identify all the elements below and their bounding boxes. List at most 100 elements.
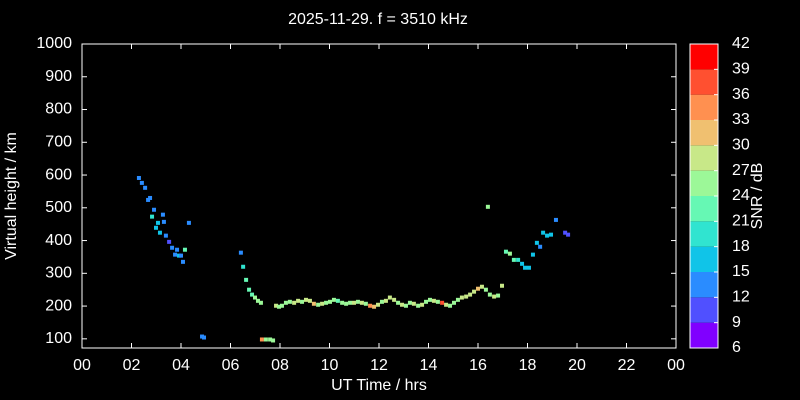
data-point xyxy=(279,303,284,308)
data-point xyxy=(503,249,508,254)
data-point xyxy=(340,300,345,305)
data-point xyxy=(152,207,157,212)
data-point xyxy=(440,300,445,305)
x-tick-label: 02 xyxy=(123,357,141,374)
colorbar-band xyxy=(690,170,718,196)
data-point xyxy=(416,303,421,308)
data-point xyxy=(545,233,550,238)
data-point xyxy=(520,261,525,266)
colorbar-band xyxy=(690,246,718,272)
colorbar-tick-label: 42 xyxy=(732,35,750,52)
data-point xyxy=(459,295,464,300)
chart-title: 2025-11-29. f = 3510 kHz xyxy=(288,11,468,28)
data-point xyxy=(186,220,191,225)
data-point xyxy=(167,239,172,244)
data-point xyxy=(348,300,353,305)
data-point xyxy=(507,251,512,256)
data-point xyxy=(331,297,336,302)
data-point xyxy=(154,225,159,230)
data-point xyxy=(487,292,492,297)
colorbar-tick-label: 27 xyxy=(732,162,750,179)
data-point xyxy=(180,259,185,264)
data-point xyxy=(530,252,535,257)
data-point xyxy=(307,298,312,303)
data-point xyxy=(247,287,252,292)
data-point xyxy=(383,298,388,303)
x-tick-label: 18 xyxy=(519,357,537,374)
colorbar-label: SNR / dB xyxy=(749,163,766,230)
data-point xyxy=(435,299,440,304)
data-point xyxy=(173,252,178,257)
data-point xyxy=(160,212,165,217)
data-point xyxy=(468,292,473,297)
x-tick-label: 12 xyxy=(370,357,388,374)
data-point xyxy=(139,180,144,185)
x-tick-label: 22 xyxy=(618,357,636,374)
data-point xyxy=(263,337,268,342)
data-point xyxy=(352,300,357,305)
data-point xyxy=(287,299,292,304)
data-point xyxy=(500,283,505,288)
data-point xyxy=(148,195,153,200)
y-tick-label: 200 xyxy=(45,297,72,314)
data-point xyxy=(400,302,405,307)
data-point xyxy=(238,250,243,255)
data-point xyxy=(155,220,160,225)
colorbar-band xyxy=(690,94,718,120)
data-point xyxy=(549,232,554,237)
data-point xyxy=(363,301,368,306)
x-tick-label: 00 xyxy=(73,357,91,374)
data-point xyxy=(355,299,360,304)
colorbar-tick-label: 24 xyxy=(732,187,750,204)
x-tick-label: 14 xyxy=(420,357,438,374)
data-point xyxy=(150,214,155,219)
y-tick-label: 300 xyxy=(45,265,72,282)
y-tick-label: 100 xyxy=(45,330,72,347)
data-point xyxy=(283,300,288,305)
y-axis-label: Virtual height / km xyxy=(3,132,20,260)
data-point xyxy=(136,175,141,180)
data-point xyxy=(175,247,180,252)
data-point xyxy=(451,300,456,305)
y-tick-label: 400 xyxy=(45,232,72,249)
data-point xyxy=(511,257,516,262)
data-point xyxy=(161,219,166,224)
colorbar-tick-label: 18 xyxy=(732,238,750,255)
data-point xyxy=(396,300,401,305)
data-point xyxy=(250,292,255,297)
data-point xyxy=(368,303,373,308)
x-tick-label: 16 xyxy=(469,357,487,374)
data-point xyxy=(379,299,384,304)
x-tick-label: 06 xyxy=(222,357,240,374)
data-point xyxy=(300,299,305,304)
colorbar-tick-label: 33 xyxy=(732,111,750,128)
data-point xyxy=(431,298,436,303)
data-point xyxy=(448,303,453,308)
colorbar-band xyxy=(690,272,718,298)
colorbar-band xyxy=(690,196,718,222)
data-point xyxy=(244,277,249,282)
data-point xyxy=(563,230,568,235)
colorbar-band xyxy=(690,322,718,348)
data-point xyxy=(255,298,260,303)
y-tick-label: 1000 xyxy=(36,35,72,52)
data-point xyxy=(483,287,488,292)
colorbar-tick-label: 39 xyxy=(732,61,750,78)
data-point xyxy=(553,217,558,222)
data-point xyxy=(316,302,321,307)
x-axis-label: UT Time / hrs xyxy=(331,377,427,394)
data-point xyxy=(359,300,364,305)
data-point xyxy=(523,265,528,270)
data-point xyxy=(324,300,329,305)
data-point xyxy=(424,299,429,304)
colorbar-tick-label: 21 xyxy=(732,213,750,230)
data-point xyxy=(344,301,349,306)
data-point xyxy=(476,286,480,291)
data-point xyxy=(271,338,276,343)
colorbar-band xyxy=(690,69,718,95)
data-point xyxy=(241,264,246,269)
data-point xyxy=(403,303,408,308)
data-point xyxy=(327,299,332,304)
data-point xyxy=(170,245,175,250)
